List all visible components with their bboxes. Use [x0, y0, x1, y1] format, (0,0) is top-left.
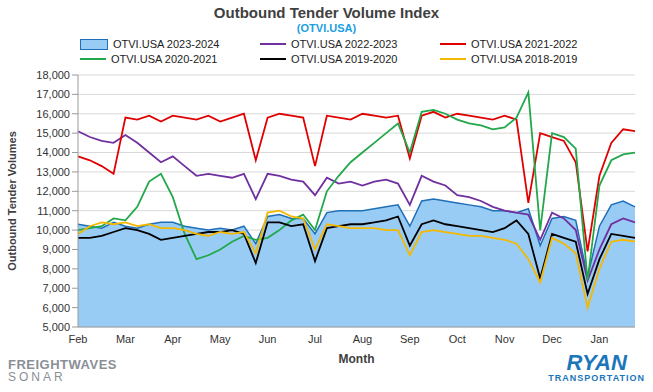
- svg-text:11,000: 11,000: [37, 205, 70, 217]
- html-text:RYAN: RYAN: [566, 350, 627, 375]
- svg-text:Oct: Oct: [449, 333, 466, 345]
- svg-text:7,000: 7,000: [42, 282, 70, 294]
- svg-text:Feb: Feb: [69, 333, 88, 345]
- svg-text:18,000: 18,000: [36, 70, 70, 81]
- html-text:OTVI.USA 2021-2022: OTVI.USA 2021-2022: [471, 38, 578, 50]
- svg-text:8,000: 8,000: [42, 263, 70, 275]
- svg-text:17,000: 17,000: [36, 88, 70, 100]
- svg-text:Jul: Jul: [308, 333, 322, 345]
- html-text:OTVI.USA 2022-2023: OTVI.USA 2022-2023: [291, 38, 398, 50]
- html-text:OTVI.USA 2023-2024: OTVI.USA 2023-2024: [113, 38, 220, 50]
- html-text:(OTVI.USA): (OTVI.USA): [296, 22, 357, 34]
- html-text:SONAR: SONAR: [8, 370, 66, 384]
- svg-text:Sep: Sep: [400, 333, 420, 345]
- html-text:Outbound Tender Volume Index: Outbound Tender Volume Index: [213, 4, 440, 21]
- html-text:TRANSPORTATION: TRANSPORTATION: [548, 373, 645, 383]
- html-text:OTVI.USA 2019-2020: OTVI.USA 2019-2020: [291, 53, 398, 65]
- svg-text:13,000: 13,000: [36, 166, 70, 178]
- svg-text:Outbound Tender Volumes: Outbound Tender Volumes: [8, 131, 18, 271]
- svg-text:15,000: 15,000: [36, 127, 70, 139]
- svg-text:Jan: Jan: [591, 333, 609, 345]
- svg-text:16,000: 16,000: [36, 108, 70, 120]
- svg-text:9,000: 9,000: [42, 243, 70, 255]
- svg-text:14,000: 14,000: [36, 146, 70, 158]
- svg-text:Month: Month: [339, 352, 375, 365]
- svg-text:Mar: Mar: [116, 333, 135, 345]
- svg-text:Jun: Jun: [259, 333, 277, 345]
- html-text:FREIGHTWAVES: FREIGHTWAVES: [8, 357, 117, 372]
- html-text:OTVI.USA 2018-2019: OTVI.USA 2018-2019: [471, 53, 578, 65]
- svg-text:Nov: Nov: [495, 333, 515, 345]
- svg-text:Dec: Dec: [542, 333, 562, 345]
- svg-text:5,000: 5,000: [42, 321, 70, 333]
- svg-text:10,000: 10,000: [36, 224, 70, 236]
- svg-text:Aug: Aug: [353, 333, 373, 345]
- svg-text:Apr: Apr: [164, 333, 181, 345]
- svg-text:12,000: 12,000: [36, 185, 70, 197]
- html-text:OTVI.USA 2020-2021: OTVI.USA 2020-2021: [111, 53, 218, 65]
- svg-text:6,000: 6,000: [42, 302, 70, 314]
- svg-text:May: May: [210, 333, 231, 345]
